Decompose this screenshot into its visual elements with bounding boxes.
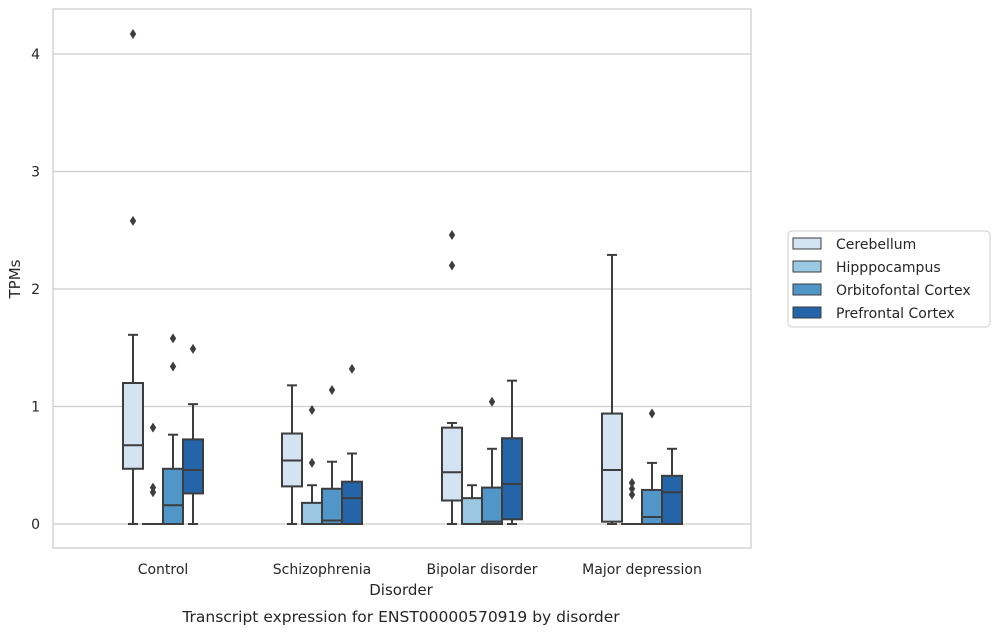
series-group	[182, 343, 683, 526]
box	[461, 497, 483, 525]
y-tick-label: 4	[31, 47, 40, 63]
outlier-point	[348, 363, 356, 374]
plot-frame	[52, 8, 752, 549]
outlier-point	[149, 482, 157, 493]
y-tick-label: 0	[31, 517, 40, 533]
legend-swatch	[792, 237, 822, 250]
outlier-point	[448, 260, 456, 271]
x-tick-label: Schizophrenia	[273, 562, 371, 578]
grid-lines	[53, 53, 751, 525]
y-tick-labels: 0 1 2 3 4	[31, 47, 40, 533]
legend-frame	[787, 230, 991, 328]
outlier-point	[189, 343, 197, 354]
series-group	[142, 405, 643, 526]
outlier-point	[628, 483, 636, 494]
legend-swatch	[792, 306, 822, 319]
outlier-point	[129, 29, 137, 40]
legend-label: Prefrontal Cortex	[836, 306, 955, 322]
x-tick-label: Control	[138, 562, 189, 578]
box	[321, 487, 343, 525]
box	[501, 437, 523, 521]
box	[122, 382, 144, 470]
box	[162, 467, 184, 525]
legend-label: Hipppocampus	[836, 260, 941, 276]
legend: Cerebellum Hipppocampus Orbitofontal Corte…	[787, 230, 991, 328]
legend-label: Orbitofontal Cortex	[836, 283, 971, 299]
legend-swatch	[792, 260, 822, 273]
series-group	[122, 29, 623, 525]
box	[301, 501, 323, 526]
x-tick-label: Major depression	[582, 562, 702, 578]
box	[182, 438, 204, 495]
box-series	[122, 29, 683, 526]
outlier-point	[149, 422, 157, 433]
outlier-point	[448, 229, 456, 240]
outlier-point	[308, 405, 316, 416]
y-tick-label: 3	[31, 165, 40, 181]
outlier-point	[129, 215, 137, 226]
x-tick-labels: Control Schizophrenia Bipolar disorder Majo…	[138, 562, 702, 578]
legend-swatch	[792, 283, 822, 296]
chart-caption: Transcript expression for ENST0000057091…	[181, 608, 620, 626]
outlier-point	[628, 477, 636, 488]
y-axis-label: TPMs	[6, 259, 24, 299]
box	[341, 480, 363, 526]
box	[661, 474, 683, 526]
box	[441, 426, 463, 502]
series-group	[162, 333, 663, 526]
outlier-point	[308, 457, 316, 468]
x-axis-label: Disorder	[369, 581, 433, 599]
y-tick-label: 1	[31, 400, 40, 416]
legend-label: Cerebellum	[836, 237, 916, 253]
outlier-point	[169, 333, 177, 344]
outlier-point	[648, 408, 656, 419]
box	[601, 412, 623, 523]
box	[641, 488, 663, 525]
outlier-point	[488, 396, 496, 407]
outlier-point	[169, 361, 177, 372]
x-tick-label: Bipolar disorder	[426, 562, 537, 578]
outlier-point	[328, 385, 336, 396]
y-tick-label: 2	[31, 282, 40, 298]
outlier-point	[628, 489, 636, 500]
box	[481, 486, 503, 526]
